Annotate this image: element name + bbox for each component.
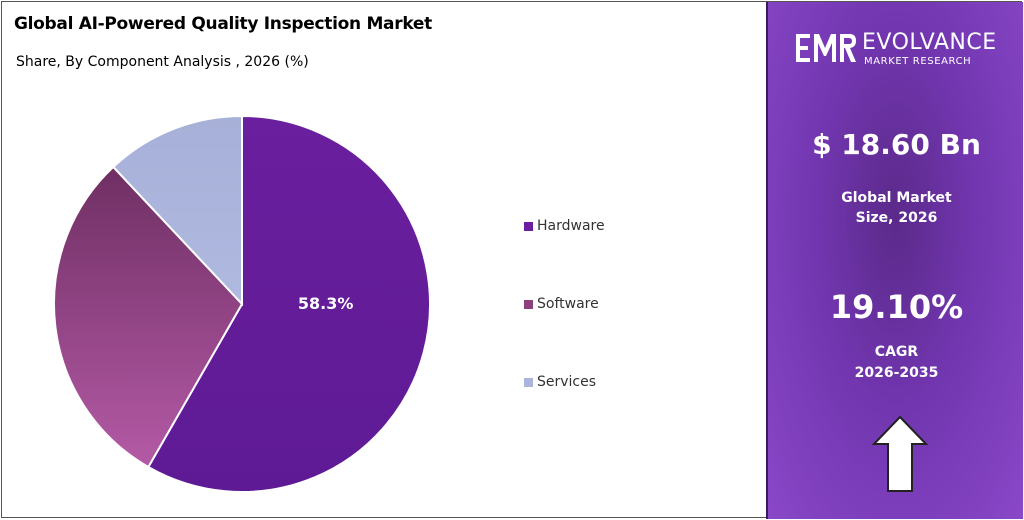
cagr-label-line2: 2026-2035 (854, 365, 939, 381)
legend-label: Services (537, 374, 597, 390)
brand-name: EVOLVANCE (862, 30, 997, 55)
legend-label: Hardware (537, 218, 605, 234)
data-label-hardware: 58.3% (298, 294, 354, 313)
chart-subtitle: Share, By Component Analysis , 2026 (%) (16, 54, 309, 70)
pie-chart: 58.3% (53, 114, 431, 493)
emr-logo-icon (796, 34, 856, 62)
legend-item-hardware: Hardware (524, 218, 605, 234)
legend-label: Software (537, 296, 599, 312)
pie-slice-services (111, 114, 243, 307)
cagr-label-line1: CAGR (874, 344, 919, 360)
up-arrow-icon (871, 415, 929, 492)
cagr-label: CAGR 2026-2035 (768, 342, 1024, 384)
legend-item-software: Software (524, 296, 599, 312)
market-size-value: $ 18.60 Bn (812, 128, 981, 161)
cagr-value: 19.10% (829, 288, 964, 326)
chart-area: Global AI-Powered Quality Inspection Mar… (2, 2, 766, 519)
brand-subtitle: MARKET RESEARCH (864, 56, 972, 67)
legend-swatch (524, 221, 533, 231)
legend-swatch (524, 377, 533, 387)
pie-slice-software (53, 165, 244, 469)
market-label-line2: Size, 2026 (855, 210, 938, 226)
legend-item-services: Services (524, 374, 596, 390)
chart-title: Global AI-Powered Quality Inspection Mar… (14, 14, 432, 34)
market-label-line1: Global Market (841, 190, 952, 206)
market-size-label: Global Market Size, 2026 (768, 188, 1024, 228)
summary-panel: EVOLVANCE MARKET RESEARCH $ 18.60 Bn Glo… (766, 2, 1023, 519)
pie-slice-hardware (146, 114, 431, 493)
legend-swatch (524, 299, 533, 309)
